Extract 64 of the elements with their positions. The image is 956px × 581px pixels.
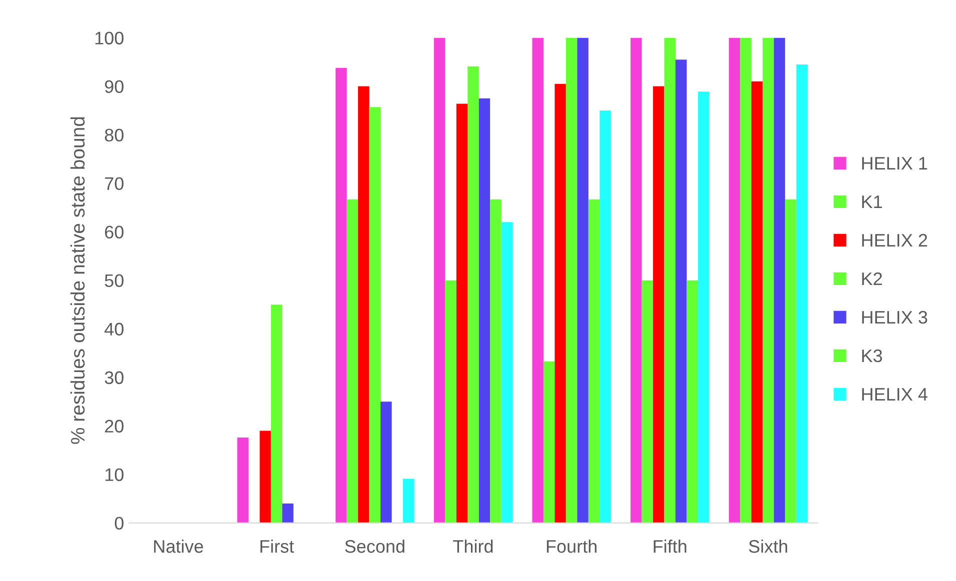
legend-label: HELIX 1	[862, 157, 928, 170]
y-tick-label: 100	[95, 32, 124, 44]
bar	[369, 107, 381, 523]
bar	[566, 38, 578, 523]
legend-label: K1	[862, 196, 882, 208]
bar	[468, 66, 479, 523]
y-axis-title: % residues outside native state bound	[70, 117, 85, 444]
bar	[490, 199, 502, 523]
bar	[501, 222, 513, 523]
y-tick-label: 30	[104, 371, 124, 384]
x-tick-label: Third	[453, 540, 493, 553]
bar	[543, 361, 555, 523]
bar	[653, 86, 664, 523]
bar	[380, 402, 392, 523]
x-tick-label: Fifth	[654, 540, 686, 553]
bar	[751, 81, 763, 523]
bar	[630, 38, 642, 523]
bar	[270, 304, 282, 523]
x-tick-label: Second	[345, 540, 404, 553]
bar	[358, 86, 370, 523]
legend-label: HELIX 2	[862, 234, 928, 247]
bar	[642, 280, 654, 523]
y-tick-label: 90	[104, 80, 124, 93]
x-tick-label: Sixth	[748, 540, 788, 553]
bar	[600, 110, 611, 523]
y-tick-label: 50	[104, 274, 124, 288]
legend-label: K2	[862, 272, 882, 285]
bar	[588, 199, 600, 523]
legend-label: K3	[862, 349, 882, 362]
bar	[698, 92, 710, 523]
y-tick-label: 10	[105, 468, 124, 482]
legend-label: HELIX 4	[862, 388, 928, 400]
bar	[740, 38, 752, 523]
x-tick-label: Fourth	[546, 540, 596, 553]
bar	[664, 38, 676, 523]
bar	[346, 199, 358, 523]
bar	[796, 64, 808, 523]
bar	[456, 104, 468, 523]
bar	[478, 98, 490, 523]
y-tick-label: 80	[104, 128, 124, 142]
bar	[774, 38, 786, 523]
bar	[676, 60, 687, 523]
bar	[762, 38, 774, 523]
bar	[336, 68, 347, 523]
bar	[445, 280, 456, 523]
x-tick-label: Native	[154, 540, 204, 553]
bar	[237, 438, 248, 523]
bar	[260, 430, 271, 523]
x-tick-label: First	[260, 540, 294, 553]
bar	[282, 503, 294, 523]
y-tick-label: 40	[104, 322, 124, 336]
bar	[728, 38, 740, 523]
bar	[577, 38, 588, 523]
bar	[532, 38, 544, 523]
y-tick-label: 60	[105, 226, 124, 239]
bar	[686, 280, 698, 523]
bar	[785, 199, 796, 523]
bar	[554, 84, 566, 523]
bar	[434, 38, 446, 523]
y-tick-label: 70	[105, 177, 124, 190]
y-tick-label: 20	[105, 420, 124, 433]
y-tick-label: 0	[114, 516, 124, 530]
bar	[402, 478, 414, 523]
legend-label: HELIX 3	[862, 310, 928, 324]
